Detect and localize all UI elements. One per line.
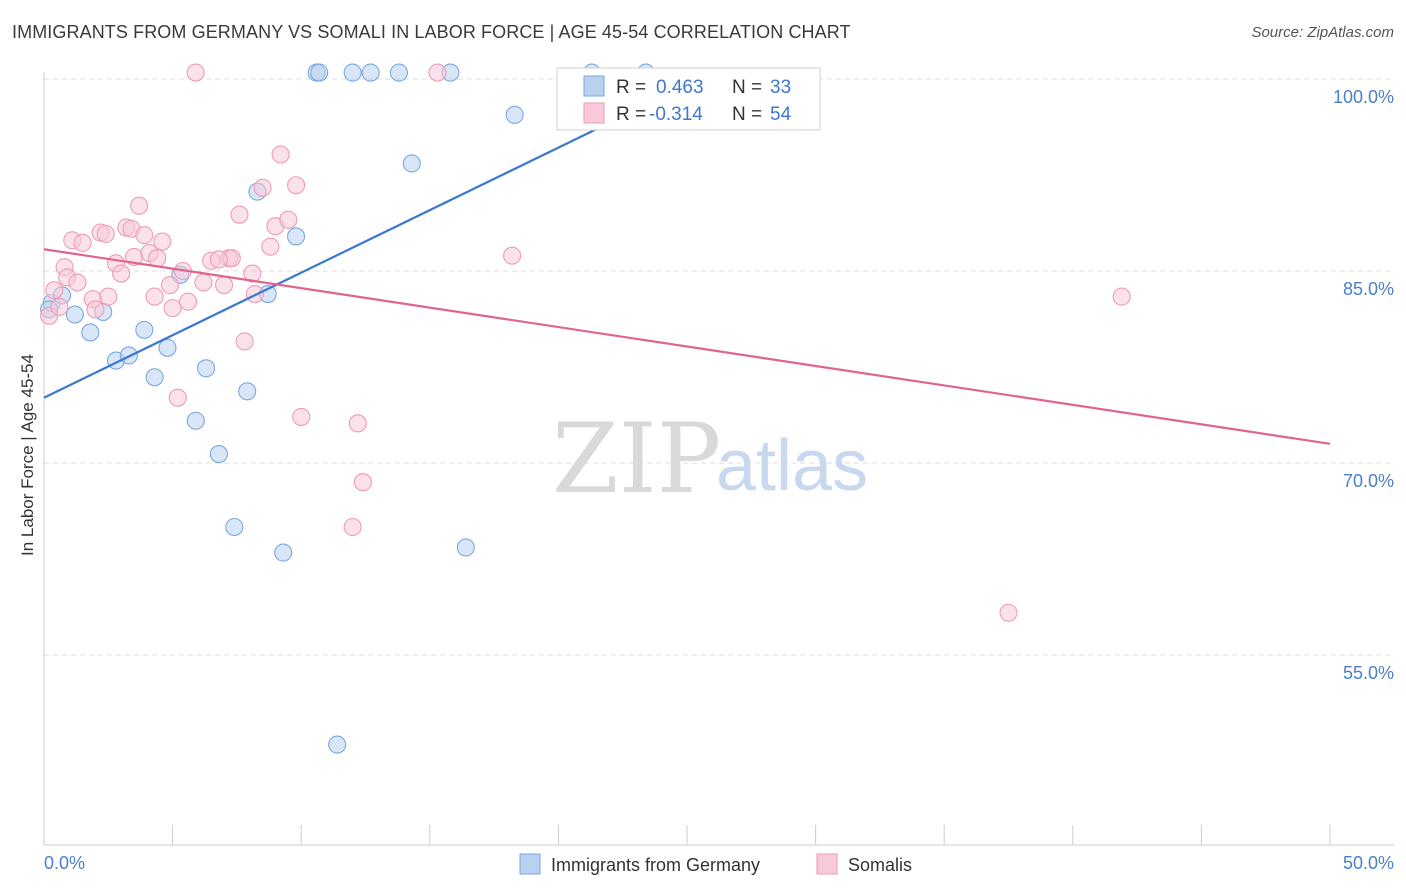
germany-point — [274, 543, 293, 562]
somalis-point — [99, 287, 118, 306]
y-axis-title: In Labor Force | Age 45-54 — [18, 354, 37, 556]
y-tick-label: 85.0% — [1343, 279, 1394, 299]
somalis-point — [503, 246, 522, 265]
somalis-point — [209, 250, 228, 269]
y-tick-label: 70.0% — [1343, 471, 1394, 491]
somalis-point — [86, 300, 105, 319]
somalis-point — [1112, 287, 1131, 306]
x-tick-label-min: 0.0% — [44, 853, 85, 873]
watermark-zip: ZIP — [552, 403, 721, 515]
legend-swatch-germany — [519, 853, 541, 875]
watermark: ZIP atlas — [552, 403, 868, 515]
stats-r-value-somalis: -0.314 — [649, 104, 703, 125]
somalis-point — [160, 276, 180, 295]
somalis-point — [112, 264, 131, 283]
somalis-point — [135, 226, 154, 245]
germany-point — [238, 382, 257, 401]
somalis-point — [153, 232, 172, 251]
germany-point — [196, 359, 216, 378]
somalis-point — [73, 233, 92, 252]
somalis-point — [353, 473, 372, 492]
stats-n-value-somalis: 54 — [770, 104, 792, 125]
germany-point — [225, 517, 244, 537]
source-credit: Source: ZipAtlas.com — [1251, 24, 1394, 41]
series-legend: Immigrants from Germany Somalis — [519, 853, 912, 875]
legend-swatch-somalis — [816, 853, 838, 875]
somalis-point — [145, 287, 164, 306]
x-tick-label-max: 50.0% — [1343, 853, 1394, 873]
somalis-point — [96, 224, 115, 243]
somalis-point — [230, 205, 249, 224]
somalis-point — [68, 273, 87, 292]
germany-point — [65, 305, 84, 324]
somalis-point — [287, 176, 306, 195]
legend-label-germany: Immigrants from Germany — [551, 855, 760, 875]
stats-r-value-germany: 0.463 — [656, 77, 704, 98]
chart-title: IMMIGRANTS FROM GERMANY VS SOMALI IN LAB… — [12, 22, 851, 42]
watermark-atlas: atlas — [716, 426, 868, 506]
y-tick-label: 55.0% — [1343, 663, 1394, 683]
legend-label-somalis: Somalis — [848, 855, 912, 875]
stats-n-value-germany: 33 — [770, 77, 791, 98]
somalis-point — [348, 414, 367, 433]
somalis-point — [428, 63, 447, 82]
somalis-point — [235, 332, 254, 351]
stats-legend: R = 0.463 N = 33 R = -0.314 N = 54 — [556, 67, 821, 131]
germany-point — [361, 63, 380, 82]
somalis-point — [999, 603, 1018, 622]
germany-point — [328, 735, 347, 754]
somalis-point — [292, 407, 311, 426]
germany-point — [209, 444, 228, 464]
data-points — [40, 63, 1131, 754]
germany-point — [456, 538, 475, 557]
somalis-trend-line — [43, 248, 1331, 445]
somalis-point — [50, 297, 69, 316]
somalis-point — [271, 145, 290, 164]
stats-n-label-somalis: N = — [732, 104, 762, 125]
somalis-point — [168, 388, 187, 407]
germany-point — [145, 368, 164, 387]
stats-r-label-somalis: R = — [616, 104, 646, 125]
somalis-point — [343, 517, 362, 537]
somalis-point — [243, 264, 262, 283]
stats-swatch-germany — [583, 75, 605, 97]
gridlines — [44, 78, 1394, 656]
germany-point — [186, 411, 205, 430]
somalis-point — [194, 273, 213, 292]
somalis-point — [45, 281, 64, 300]
somalis-point — [261, 237, 280, 256]
germany-point — [343, 63, 362, 82]
germany-point — [505, 105, 524, 124]
germany-point — [81, 323, 100, 342]
somalis-point — [178, 292, 198, 311]
stats-n-label-germany: N = — [732, 77, 762, 98]
somalis-point — [214, 276, 234, 295]
germany-point — [389, 63, 408, 82]
somalis-point — [186, 63, 205, 82]
somalis-point — [253, 178, 272, 197]
germany-point — [287, 227, 306, 246]
germany-point — [158, 338, 177, 357]
germany-point — [402, 154, 421, 173]
stats-r-label-germany: R = — [616, 77, 646, 98]
germany-point — [135, 320, 154, 339]
somalis-point — [148, 249, 167, 268]
axes — [43, 72, 1394, 846]
somalis-point — [279, 210, 298, 229]
germany-point — [310, 63, 329, 82]
stats-swatch-somalis — [583, 102, 605, 124]
y-tick-label: 100.0% — [1333, 87, 1394, 107]
somalis-point — [163, 299, 182, 318]
y-tick-labels: 100.0% 85.0% 70.0% 55.0% — [1333, 87, 1394, 683]
somalis-point — [130, 196, 149, 215]
